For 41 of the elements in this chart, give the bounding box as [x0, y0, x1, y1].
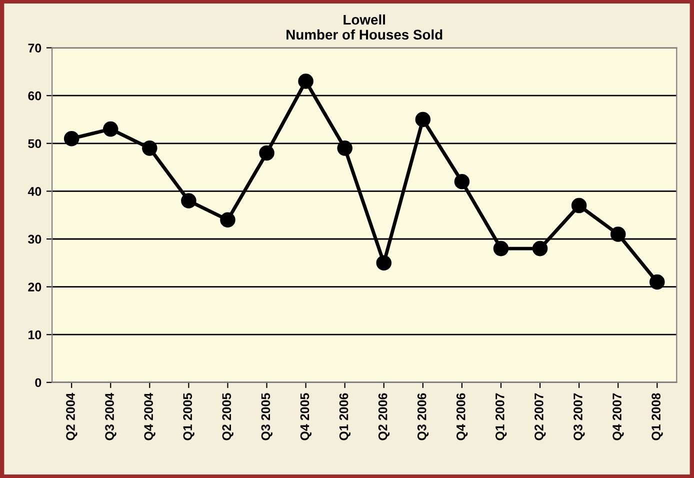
x-tick-label: Q2 2007	[534, 393, 546, 440]
point	[298, 74, 314, 89]
point	[142, 140, 158, 156]
x-tick-label: Q2 2006	[378, 393, 390, 440]
y-tick-label: 60	[28, 91, 42, 100]
y-tick-label: 70	[28, 44, 42, 52]
y-tick-label: 20	[28, 282, 42, 292]
point	[64, 130, 80, 146]
x-tick-label: Q4 2004	[144, 392, 156, 440]
point	[259, 145, 274, 161]
point	[493, 240, 509, 256]
point	[415, 112, 431, 128]
x-tick-label: Q1 2007	[495, 393, 507, 440]
point	[181, 193, 196, 208]
x-tick-label: Q1 2006	[339, 393, 351, 440]
x-tick-label: Q3 2004	[105, 392, 116, 440]
x-tick-label: Q1 2005	[183, 393, 194, 440]
y-tick-label: 30	[28, 234, 42, 244]
x-tick-label: Q3 2005	[261, 393, 272, 440]
x-tick-label: Q2 2005	[222, 393, 234, 440]
point	[376, 255, 392, 271]
x-tick-label: Q4 2006	[456, 393, 468, 440]
x-tick-label: Q1 2008	[652, 393, 663, 440]
x-tick-label: Q2 2004	[66, 392, 78, 440]
point	[571, 198, 587, 214]
x-tick-label: Q4 2005	[300, 393, 312, 440]
point	[454, 174, 470, 190]
y-tick-label: 50	[28, 139, 42, 148]
x-tick-label: Q4 2007	[612, 393, 624, 440]
point	[220, 212, 236, 228]
y-tick-label: 40	[28, 187, 42, 196]
point	[102, 121, 118, 137]
y-tick-label: 10	[28, 330, 42, 340]
point	[610, 226, 626, 242]
point	[649, 274, 665, 290]
x-tick-label: Q3 2007	[574, 393, 585, 440]
point	[532, 240, 548, 256]
point	[337, 140, 352, 156]
y-tick-label: 0	[35, 378, 42, 388]
chart-title: Lowell Number of Houses Sold	[286, 14, 442, 40]
x-tick-label: Q3 2006	[417, 393, 429, 440]
